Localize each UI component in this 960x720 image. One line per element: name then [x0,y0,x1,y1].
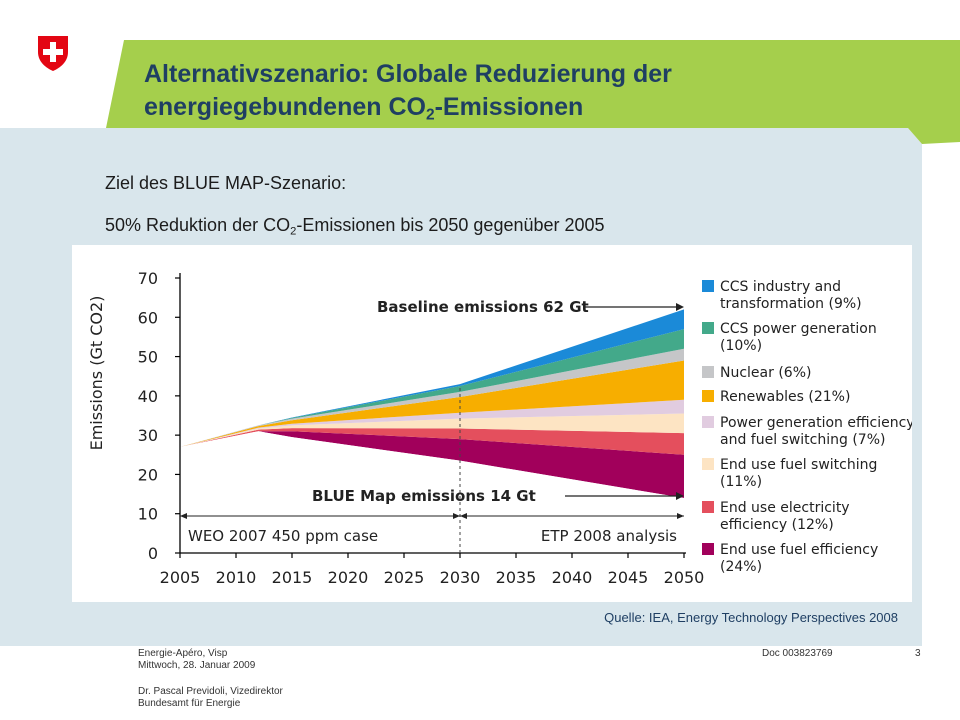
legend-swatch-7 [702,501,714,513]
x-tick-label-2040: 2040 [552,568,593,587]
footer-event-name: Energie-Apéro, Visp [138,648,228,659]
title-line-2: energiegebundenen CO2-Emissionen [144,91,924,124]
y-tick-label-10: 10 [138,505,158,524]
baseline-annotation: Baseline emissions 62 Gt [377,298,589,316]
y-axis-title: Emissions (Gt CO2) [87,296,106,451]
footer-organization: Bundesamt für Energie [138,698,241,709]
y-tick-label-40: 40 [138,387,158,406]
subtitle-goal: 50% Reduktion der CO2-Emissionen bis 205… [105,215,605,238]
series-wedge-3 [180,413,684,447]
legend-swatch-8 [702,543,714,555]
x-tick-label-2030: 2030 [440,568,481,587]
title-subscript: 2 [425,106,435,124]
legend-label-1-line-2: transformation (9%) [720,296,862,312]
legend-label-5-line-2: and fuel switching (7%) [720,432,885,448]
legend-label-2-line-1: CCS power generation [720,321,877,337]
x-tick-label-2045: 2045 [608,568,649,587]
y-tick-label-60: 60 [138,308,158,327]
header-green-band [106,40,960,144]
legend-swatch-2 [702,322,714,334]
footer-author: Dr. Pascal Previdoli, Vizedirektor Bunde… [138,686,283,710]
series-wedge-1 [180,431,684,498]
weo-arrow-right [453,513,460,519]
legend-swatch-3 [702,366,714,378]
x-tick-label-2005: 2005 [160,568,201,587]
legend-label-4-line-1: Renewables (21%) [720,389,850,405]
footer-event: Energie-Apéro, Visp Mittwoch, 28. Januar… [138,648,255,672]
bluemap-arrow-head [676,492,684,500]
y-tick-label-0: 0 [148,544,158,563]
legend-label-8-line-1: End use fuel efficiency [720,542,878,558]
page-title: Alternativszenario: Globale Reduzierung … [144,58,924,124]
title-line-2-suffix: -Emissionen [434,93,584,121]
y-tick-label-50: 50 [138,348,158,367]
legend-label-6-line-2: (11%) [720,474,762,490]
subtitle-scenario: Ziel des BLUE MAP-Szenario: [105,173,347,193]
bluemap-annotation: BLUE Map emissions 14 Gt [312,487,536,505]
weo-arrow-left [180,513,187,519]
subtitle-goal-suffix: -Emissionen bis 2050 gegenüber 2005 [296,215,605,235]
footer-doc-number: Doc 003823769 [762,648,833,659]
legend-label-3-line-1: Nuclear (6%) [720,365,811,381]
legend-label-7-line-1: End use electricity [720,500,850,516]
series-wedge-5 [180,360,684,447]
title-line-2-text: energiegebundenen CO [144,93,426,121]
x-tick-label-2050: 2050 [664,568,705,587]
legend-label-1-line-1: CCS industry and [720,279,841,295]
title-line-1: Alternativszenario: Globale Reduzierung … [144,60,672,88]
y-tick-label-30: 30 [138,426,158,445]
y-tick-label-20: 20 [138,465,158,484]
baseline-arrow-head [676,303,684,311]
series-wedge-2 [180,428,684,455]
swiss-coat-of-arms-icon [38,36,68,71]
legend-swatch-5 [702,416,714,428]
series-wedge-6 [180,348,684,447]
legend-label-2-line-2: (10%) [720,338,762,354]
area-below-bluemap [180,431,684,553]
etp-label: ETP 2008 analysis [541,527,677,545]
legend-swatch-4 [702,390,714,402]
x-tick-label-2025: 2025 [384,568,425,587]
x-tick-label-2035: 2035 [496,568,537,587]
legend-swatch-6 [702,458,714,470]
weo-label: WEO 2007 450 ppm case [188,527,378,545]
footer-author-name: Dr. Pascal Previdoli, Vizedirektor [138,686,283,697]
x-tick-label-2020: 2020 [328,568,369,587]
etp-arrow-left [460,513,467,519]
subtitle-goal-text: 50% Reduktion der CO [105,215,291,235]
etp-arrow-right [677,513,684,519]
x-tick-label-2015: 2015 [272,568,313,587]
source-note: Quelle: IEA, Energy Technology Perspecti… [604,610,898,625]
footer-date: Mittwoch, 28. Januar 2009 [138,660,256,671]
subtitle-subscript: 2 [290,225,297,238]
x-tick-label-2010: 2010 [216,568,257,587]
footer-page-number: 3 [915,648,921,659]
legend-label-6-line-1: End use fuel switching [720,457,877,473]
legend-label-5-line-1: Power generation efficiency [720,415,912,431]
series-wedge-4 [180,399,684,447]
y-tick-label-70: 70 [138,269,158,288]
legend-label-8-line-2: (24%) [720,559,762,575]
emissions-chart: 0 10 20 30 40 50 60 70 2005 2010 2015 2020 2025 2030 2… [72,245,915,602]
legend-swatch-1 [702,280,714,292]
legend-label-7-line-2: efficiency (12%) [720,517,834,533]
